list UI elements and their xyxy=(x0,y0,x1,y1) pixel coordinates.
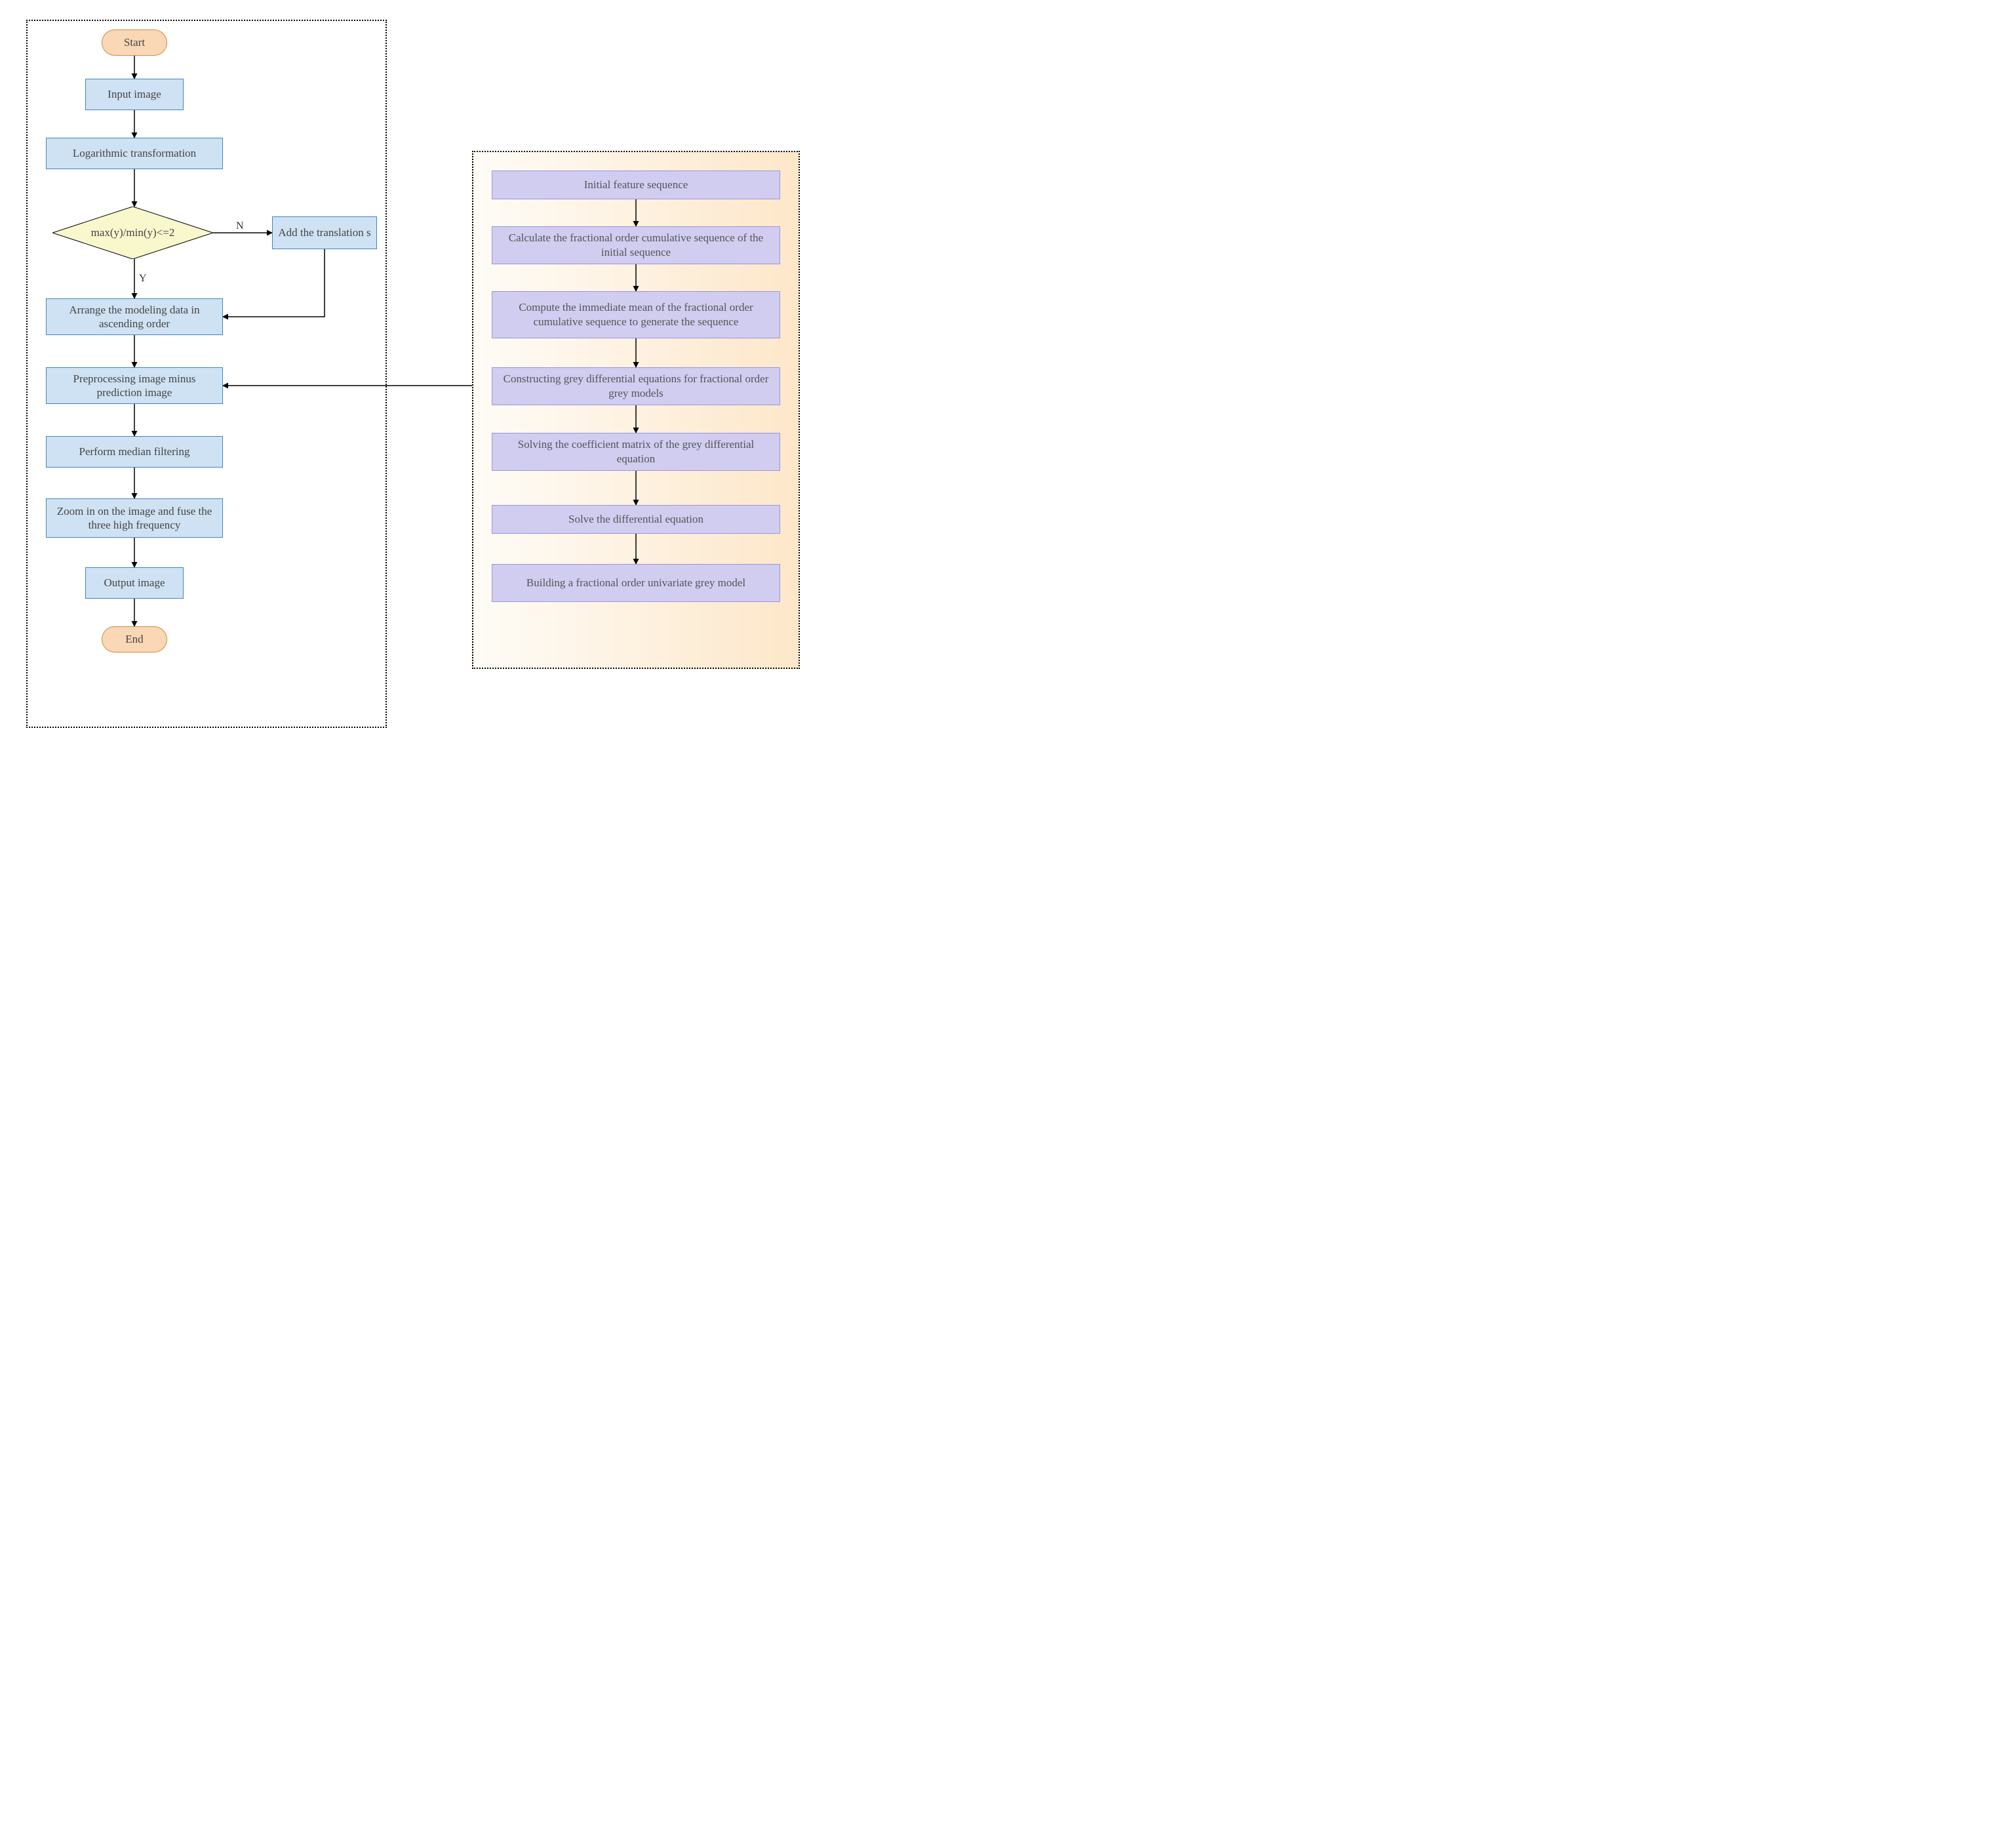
node-start: Start xyxy=(102,30,167,56)
edge-label-y: Y xyxy=(139,273,147,285)
node-preproc: Preprocessing image minus prediction ima… xyxy=(46,367,223,404)
node-label: Output image xyxy=(104,576,165,590)
node-r5: Solving the coefficient matrix of the gr… xyxy=(492,433,780,471)
node-end: End xyxy=(102,626,167,652)
node-arrange: Arrange the modeling data in ascending o… xyxy=(46,298,223,335)
node-r4: Constructing grey differential equations… xyxy=(492,367,780,405)
node-label: Arrange the modeling data in ascending o… xyxy=(52,303,217,331)
node-label: Input image xyxy=(108,87,161,101)
node-output: Output image xyxy=(85,567,184,599)
edge-label-n: N xyxy=(236,220,244,232)
node-label: Preprocessing image minus prediction ima… xyxy=(52,372,217,400)
node-label: Solve the differential equation xyxy=(568,512,703,527)
node-r7: Building a fractional order univariate g… xyxy=(492,564,780,602)
node-input: Input image xyxy=(85,79,184,110)
node-median: Perform median filtering xyxy=(46,436,223,468)
node-r3: Compute the immediate mean of the fracti… xyxy=(492,291,780,338)
node-addtrans: Add the translation s xyxy=(272,216,377,249)
node-r2: Calculate the fractional order cumulativ… xyxy=(492,226,780,264)
node-label: Initial feature sequence xyxy=(584,178,688,192)
node-r1: Initial feature sequence xyxy=(492,171,780,199)
node-zoom: Zoom in on the image and fuse the three … xyxy=(46,498,223,538)
node-r6: Solve the differential equation xyxy=(492,505,780,534)
node-label: Calculate the fractional order cumulativ… xyxy=(499,231,773,260)
node-label: Building a fractional order univariate g… xyxy=(526,576,745,590)
node-label: Perform median filtering xyxy=(79,445,189,458)
node-label: Compute the immediate mean of the fracti… xyxy=(499,300,773,329)
node-label: Zoom in on the image and fuse the three … xyxy=(52,504,217,532)
node-log: Logarithmic transformation xyxy=(46,138,223,169)
node-decision: max(y)/min(y)<=2 xyxy=(52,207,213,259)
node-label: Start xyxy=(124,36,145,49)
node-label: max(y)/min(y)<=2 xyxy=(91,226,175,239)
node-label: Add the translation s xyxy=(278,226,370,239)
node-label: Constructing grey differential equations… xyxy=(499,372,773,401)
node-label: End xyxy=(125,633,143,646)
flowchart-canvas: Start Input image Logarithmic transforma… xyxy=(13,13,813,741)
node-label: Logarithmic transformation xyxy=(73,146,196,160)
node-label: Solving the coefficient matrix of the gr… xyxy=(499,437,773,466)
